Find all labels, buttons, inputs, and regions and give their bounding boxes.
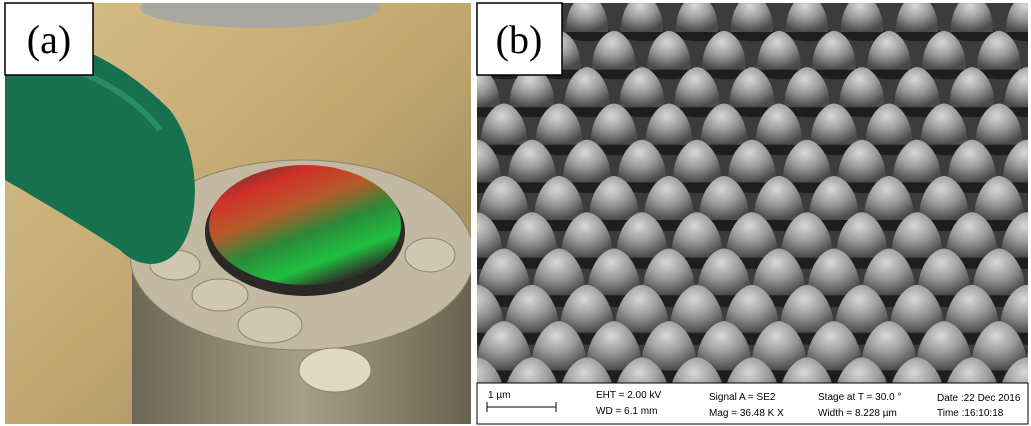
sem-width: Width = 8.228 µm	[818, 408, 897, 419]
wafer	[209, 165, 401, 285]
dome	[1028, 249, 1031, 296]
sem-time: Time :16:10:18	[937, 408, 1004, 419]
hole	[405, 238, 455, 272]
panel-label: (a)	[27, 17, 71, 62]
sem-stage: Stage at T = 30.0 °	[818, 392, 901, 403]
panel-label: (b)	[496, 17, 543, 62]
sem-signal: Signal A = SE2	[709, 392, 776, 403]
scale-bar-label: 1 µm	[488, 390, 510, 401]
hole	[192, 279, 248, 311]
hole	[238, 307, 302, 343]
hole	[299, 348, 371, 392]
figure: (a) (b) 1 µm EHT = 2.00 kV WD = 6.1 mm S…	[0, 0, 1031, 426]
sem-date: Date :22 Dec 2016	[937, 393, 1021, 404]
sem-eht: EHT = 2.00 kV	[596, 390, 661, 401]
sem-wd: WD = 6.1 mm	[596, 406, 657, 417]
sem-mag: Mag = 36.48 K X	[709, 408, 784, 419]
